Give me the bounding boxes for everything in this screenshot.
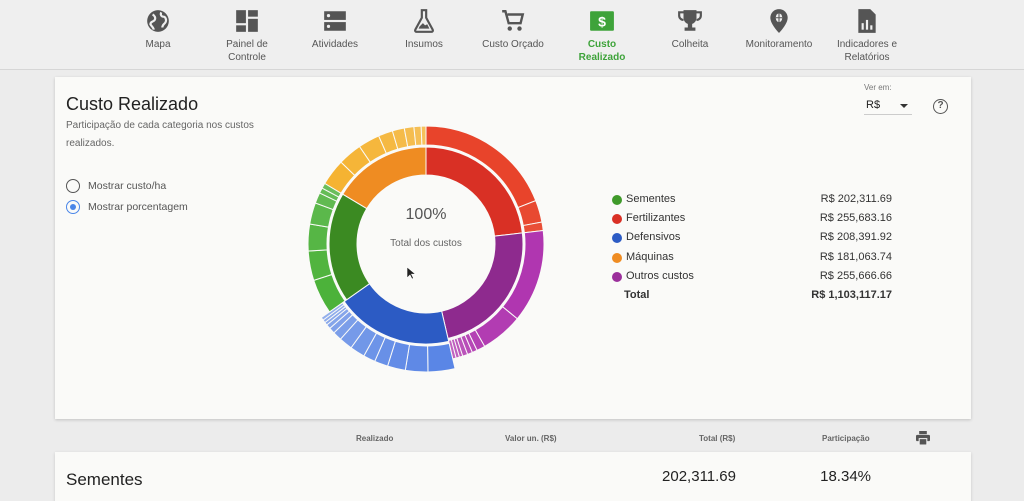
radio-label: Mostrar porcentagem xyxy=(88,201,188,213)
globe-icon xyxy=(147,10,169,32)
nav-item-monitoramento[interactable]: Monitoramento xyxy=(733,8,825,51)
sunburst-subsegment[interactable] xyxy=(307,249,333,281)
top-navigation: Mapa Painel de Controle Atividades Insumos C… xyxy=(0,0,1024,70)
legend-item[interactable]: Defensivos R$ 208,391.92 xyxy=(612,231,892,250)
row-total-value: 202,311.69 xyxy=(662,468,736,485)
legend-total: Total R$ 1,103,117.17 xyxy=(612,289,892,308)
legend-value: R$ 202,311.69 xyxy=(820,193,892,205)
column-header-total: Total (R$) xyxy=(699,434,736,443)
nav-item-label: Indicadores e Relatórios xyxy=(836,39,898,63)
sunburst-subsegment[interactable] xyxy=(307,223,330,252)
legend-color-swatch xyxy=(612,252,622,263)
sunburst-segment-máquinas[interactable] xyxy=(342,146,427,210)
row-participation-value: 18.34% xyxy=(820,468,871,485)
radio-button-unchecked-icon[interactable] xyxy=(66,179,80,193)
nav-item-painel-de-controle[interactable]: Painel de Controle xyxy=(201,8,293,64)
server-list-icon xyxy=(324,11,346,31)
legend-value: R$ 181,063.74 xyxy=(819,250,892,263)
column-header-participacao: Participação xyxy=(822,434,870,443)
nav-item-label: Colheita xyxy=(671,39,709,50)
legend-color-swatch xyxy=(612,214,622,225)
report-icon xyxy=(858,9,876,33)
column-header-realizado: Realizado xyxy=(356,434,394,443)
legend-value: R$ 255,666.66 xyxy=(819,269,892,282)
nav-item-custo-orçado[interactable]: Custo Orçado xyxy=(467,8,559,51)
bug-pin-icon xyxy=(770,9,788,33)
card-subtitle: Participação de cada categoria nos custo… xyxy=(66,120,254,149)
radio-button-checked-icon[interactable] xyxy=(66,200,80,214)
legend-name: Sementes xyxy=(626,193,676,205)
nav-item-label: Custo Orçado xyxy=(482,39,544,50)
legend-color-swatch xyxy=(612,195,622,205)
money-icon: $ xyxy=(590,11,614,31)
legend-total-label: Total xyxy=(624,288,650,301)
radio-mostrar-custo-ha[interactable]: Mostrar custo/ha xyxy=(66,179,166,193)
help-icon[interactable]: ? xyxy=(933,99,948,114)
nav-item-label: Insumos xyxy=(405,39,443,50)
currency-label: Ver em: xyxy=(864,83,892,92)
cart-icon xyxy=(502,10,525,31)
legend-name: Outros custos xyxy=(626,269,694,282)
sunburst-subsegment[interactable] xyxy=(420,125,427,146)
nav-item-label: Mapa xyxy=(145,39,171,50)
currency-value: R$ xyxy=(866,99,881,111)
nav-item-custo-realizado[interactable]: $ Custo Realizado xyxy=(556,8,648,64)
legend-total-value: R$ 1,103,117.17 xyxy=(811,288,892,301)
mouse-cursor-icon xyxy=(406,266,417,280)
nav-item-indicadores-e-relatórios[interactable]: Indicadores e Relatórios xyxy=(821,8,913,64)
chart-center-label: Total dos custos xyxy=(390,238,462,249)
trophy-icon xyxy=(678,10,702,31)
nav-item-atividades[interactable]: Atividades xyxy=(289,8,381,51)
custo-realizado-card: Custo Realizado Participação de cada cat… xyxy=(55,77,971,419)
legend-name: Máquinas xyxy=(626,250,674,263)
legend-item[interactable]: Fertilizantes R$ 255,683.16 xyxy=(612,212,892,231)
nav-item-label: Custo Realizado xyxy=(578,39,626,63)
dropdown-caret-icon xyxy=(900,104,908,108)
svg-text:$: $ xyxy=(598,13,606,29)
sunburst-subsegment[interactable] xyxy=(413,125,423,147)
legend-item[interactable]: Máquinas R$ 181,063.74 xyxy=(612,251,892,270)
legend-color-swatch xyxy=(612,271,622,282)
nav-item-mapa[interactable]: Mapa xyxy=(112,8,204,51)
radio-mostrar-porcentagem[interactable]: Mostrar porcentagem xyxy=(66,200,188,214)
nav-item-label: Monitoramento xyxy=(745,39,813,50)
currency-select[interactable]: R$ xyxy=(864,97,912,115)
nav-item-insumos[interactable]: Insumos xyxy=(378,8,470,51)
nav-item-colheita[interactable]: Colheita xyxy=(644,8,736,51)
column-header-valor-un: Valor un. (R$) xyxy=(505,434,557,443)
legend-name: Fertilizantes xyxy=(626,212,686,225)
row-category-name: Sementes xyxy=(66,470,143,489)
print-icon[interactable] xyxy=(915,431,931,445)
chart-center-value: 100% xyxy=(405,206,447,223)
legend-value: R$ 255,683.16 xyxy=(819,212,892,225)
legend-item[interactable]: Sementes R$ 202,311.69 xyxy=(612,193,892,212)
table-row[interactable]: Sementes 202,311.69 18.34% xyxy=(55,452,971,501)
legend-color-swatch xyxy=(612,233,622,244)
dashboard-icon xyxy=(236,10,258,32)
radio-label: Mostrar custo/ha xyxy=(88,180,167,192)
chart-legend: Sementes R$ 202,311.69 Fertilizantes R$ 255… xyxy=(612,193,892,308)
page-title: Custo Realizado xyxy=(66,94,199,114)
nav-item-label: Atividades xyxy=(311,39,359,50)
legend-name: Defensivos xyxy=(626,231,681,244)
sunburst-chart[interactable] xyxy=(55,77,971,419)
legend-value: R$ 208,391.92 xyxy=(819,231,892,244)
flask-icon xyxy=(414,9,434,33)
legend-item[interactable]: Outros custos R$ 255,666.66 xyxy=(612,270,892,289)
nav-item-label: Painel de Controle xyxy=(226,39,268,63)
